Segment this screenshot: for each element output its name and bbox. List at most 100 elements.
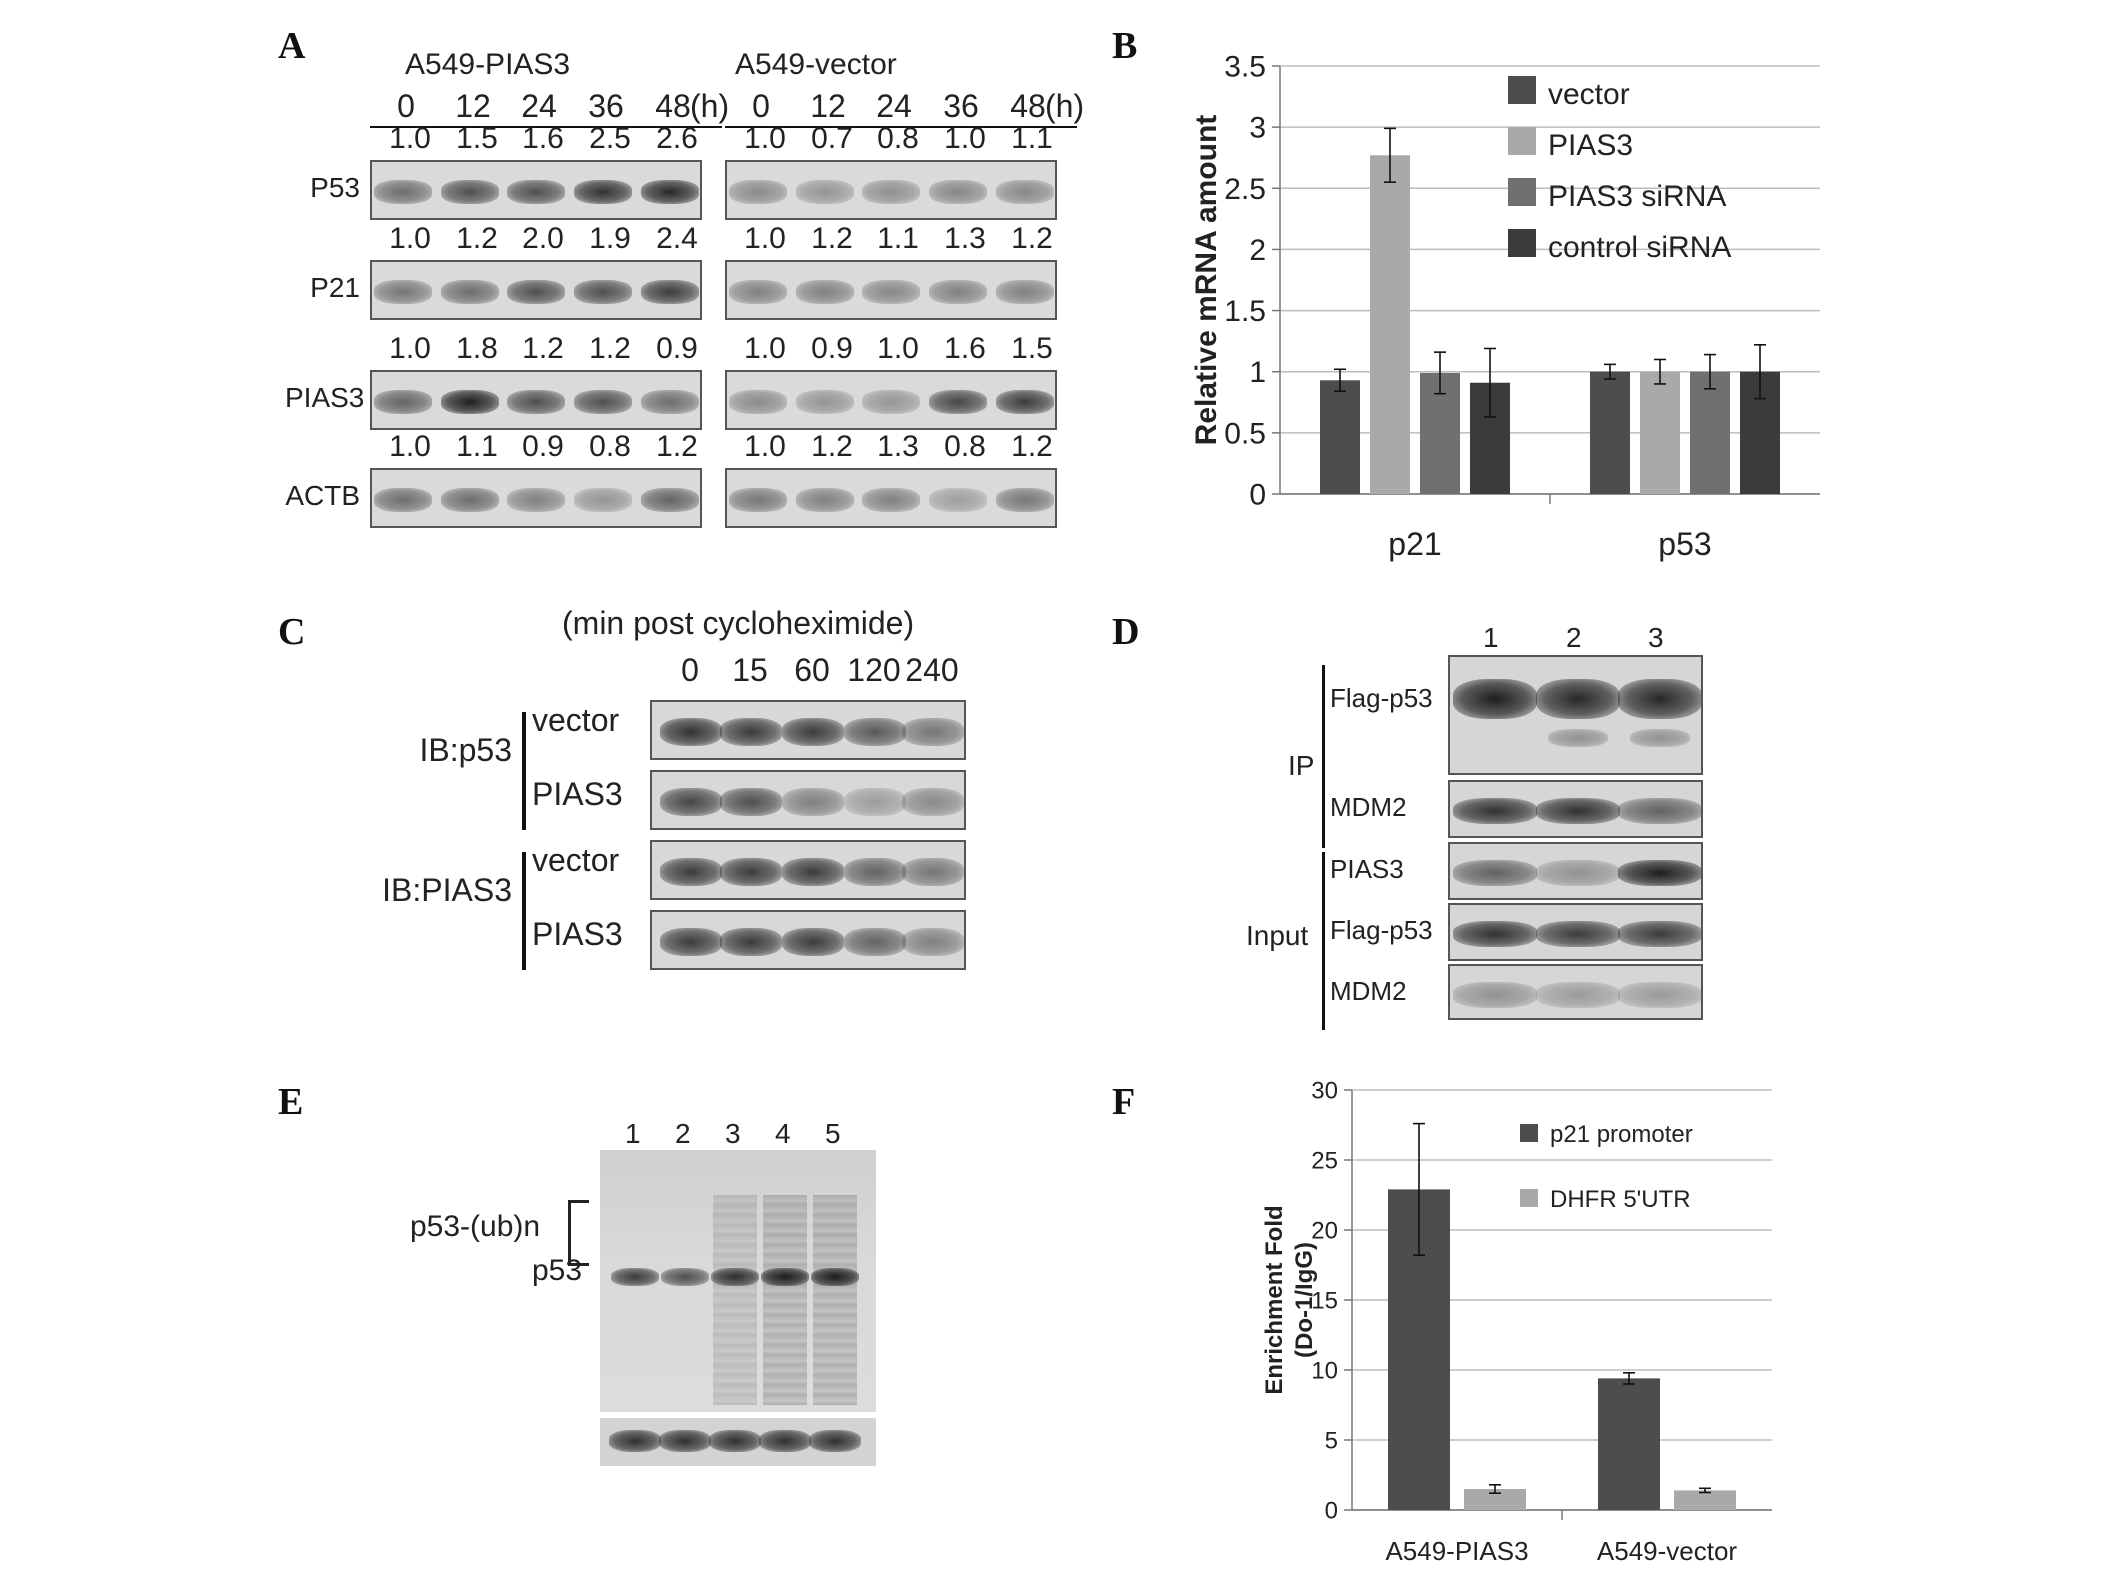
band (862, 280, 920, 304)
panel-label-d: D (1112, 611, 1140, 653)
blot-strip (370, 468, 702, 528)
band (782, 858, 844, 886)
quant-value: 0.9 (522, 430, 564, 463)
blot-strip (650, 770, 966, 830)
time-label: 48 (655, 88, 691, 124)
band (1618, 798, 1701, 824)
band (729, 390, 787, 414)
band (782, 788, 844, 816)
band (1536, 921, 1620, 947)
time-label: 36 (588, 88, 624, 124)
band (996, 180, 1054, 204)
band (729, 280, 787, 304)
band (1630, 729, 1690, 747)
quant-value: 1.6 (944, 332, 986, 365)
row-label: PIAS3 (1330, 854, 1404, 884)
bar (1590, 371, 1630, 494)
quant-value: 1.2 (456, 222, 498, 255)
legend-swatch (1508, 76, 1536, 104)
y-tick-label: 1.5 (1224, 295, 1266, 328)
band (441, 390, 499, 414)
row-label: MDM2 (1330, 792, 1407, 822)
ib-label: IB:PIAS3 (382, 872, 512, 908)
loading-band (809, 1430, 861, 1452)
quant-value: 1.0 (744, 332, 786, 365)
quant-value: 2.0 (522, 222, 564, 255)
band (441, 180, 499, 204)
panel-f-bar-chart: 0 5 10 15 20 25 30 A549-PIAS3 A549-vector p21 pro… (1261, 1077, 1772, 1566)
panel-label-e: E (278, 1081, 304, 1123)
band (929, 390, 987, 414)
band (902, 858, 964, 886)
bar (1640, 371, 1680, 494)
blot-strip (370, 260, 702, 320)
y-tick-label: 30 (1311, 1077, 1338, 1104)
blot-row-label: P53 (310, 172, 360, 203)
legend-swatch (1520, 1189, 1538, 1207)
band (574, 488, 632, 512)
legend-label: control siRNA (1548, 231, 1731, 264)
y-tick-label: 25 (1311, 1147, 1338, 1174)
quant-value: 0.8 (944, 430, 986, 463)
legend-swatch (1508, 178, 1536, 206)
time-label: 12 (810, 88, 846, 124)
legend-swatch (1508, 127, 1536, 155)
band (660, 858, 722, 886)
loading-band (759, 1430, 811, 1452)
band (929, 180, 987, 204)
quant-value: 0.9 (656, 332, 698, 365)
band (844, 718, 906, 746)
band (1453, 860, 1537, 886)
y-axis-label: Relative mRNA amount (1190, 115, 1223, 446)
blot-strip (1448, 655, 1703, 775)
band (1548, 729, 1608, 747)
loading-band (709, 1430, 761, 1452)
quant-value: 1.6 (522, 122, 564, 155)
blot-strip (725, 160, 1057, 220)
quant-value: 1.2 (1011, 222, 1053, 255)
band (782, 718, 844, 746)
band (641, 280, 699, 304)
band (996, 390, 1054, 414)
blot-strip (1448, 964, 1703, 1020)
quant-value: 1.2 (811, 222, 853, 255)
quant-value: 0.8 (589, 430, 631, 463)
band (996, 280, 1054, 304)
band (441, 280, 499, 304)
y-axis-label: Enrichment Fold (1261, 1205, 1288, 1394)
band (1453, 798, 1537, 824)
p53-band (611, 1268, 659, 1286)
blot-strip (370, 370, 702, 430)
ubiquitin-smear (763, 1195, 807, 1405)
band (374, 280, 432, 304)
band (1536, 860, 1620, 886)
loading-blot (600, 1418, 876, 1466)
y-tick-label: 1 (1249, 356, 1266, 389)
band (1618, 860, 1701, 886)
band (660, 718, 722, 746)
time-label: 240 (905, 652, 959, 688)
row-label: PIAS3 (532, 776, 623, 812)
bar (1598, 1378, 1660, 1510)
band (902, 788, 964, 816)
quant-value: 1.0 (389, 222, 431, 255)
band (720, 788, 782, 816)
quant-value: 1.5 (1011, 332, 1053, 365)
y-tick-label: 3 (1249, 112, 1266, 145)
band (1618, 982, 1701, 1008)
lane-number: 1 (1483, 622, 1499, 653)
band (374, 390, 432, 414)
quant-value: 2.5 (589, 122, 631, 155)
band (844, 928, 906, 956)
quant-value: 0.9 (811, 332, 853, 365)
group-bracket (1322, 665, 1325, 848)
blot-strip (650, 700, 966, 760)
panel-label-a: A (278, 25, 306, 67)
quant-value: 1.0 (877, 332, 919, 365)
lane-number: 5 (825, 1118, 841, 1149)
band (641, 180, 699, 204)
blot-strip (370, 160, 702, 220)
time-label: 0 (752, 88, 770, 124)
y-axis-label: (Do-1/IgG) (1291, 1242, 1318, 1358)
category-label: p53 (1658, 526, 1711, 562)
